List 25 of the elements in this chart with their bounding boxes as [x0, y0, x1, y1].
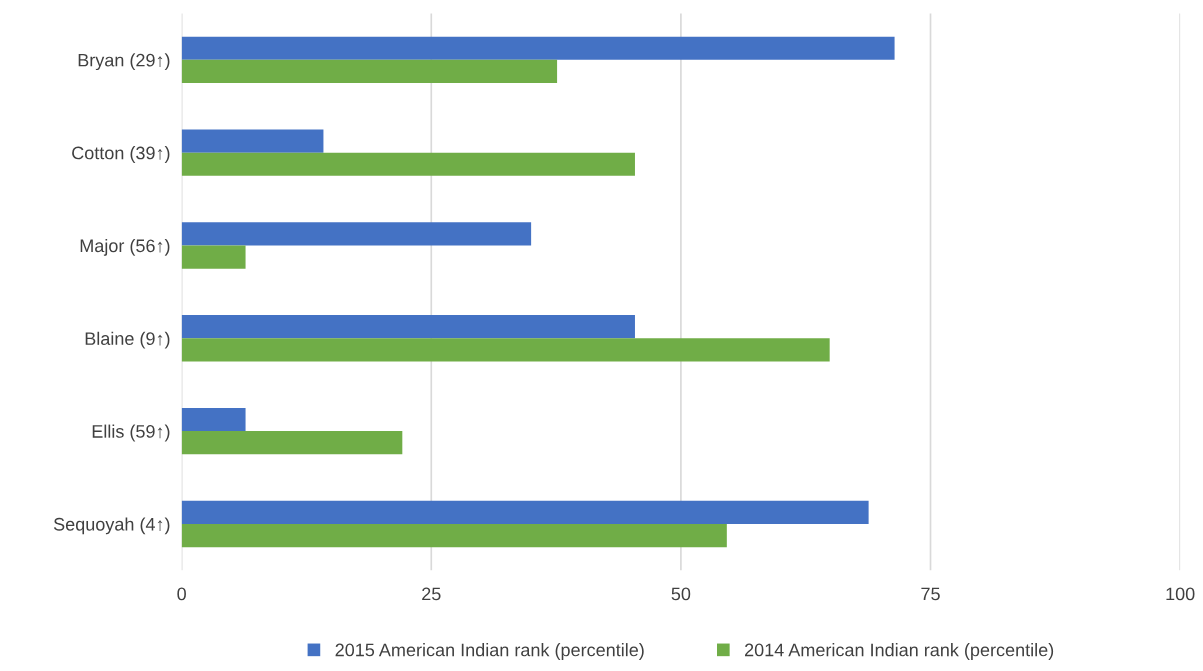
- bar: [181, 523, 727, 548]
- bar: [181, 129, 324, 153]
- y-tick-label: Blaine (9↑): [85, 331, 170, 349]
- bar: [181, 245, 246, 269]
- bar: [181, 338, 830, 362]
- bar: [181, 407, 246, 432]
- x-tick-label: 0: [177, 587, 186, 601]
- bar: [181, 222, 532, 246]
- y-tick-label: Sequoyah (4↑): [53, 517, 170, 535]
- bar: [181, 59, 558, 84]
- x-tick-label: 25: [422, 587, 441, 601]
- bar: [181, 36, 895, 60]
- bar: [181, 500, 869, 524]
- bar: [181, 431, 403, 455]
- legend-label: 2015 American Indian rank (percentile): [335, 643, 644, 660]
- y-tick-label: Ellis (59↑): [92, 424, 170, 442]
- x-tick-label: 75: [921, 587, 940, 601]
- y-tick-label: Cotton (39↑): [72, 146, 170, 163]
- y-tick-label: Bryan (29↑): [78, 53, 170, 71]
- x-tick-label: 100: [1166, 587, 1195, 601]
- x-tick-label: 50: [671, 587, 691, 601]
- bar: [181, 315, 635, 339]
- y-tick-label: Major (56↑): [80, 238, 170, 256]
- bar: [181, 152, 635, 176]
- legend-label: 2014 American Indian rank (percentile): [745, 643, 1054, 660]
